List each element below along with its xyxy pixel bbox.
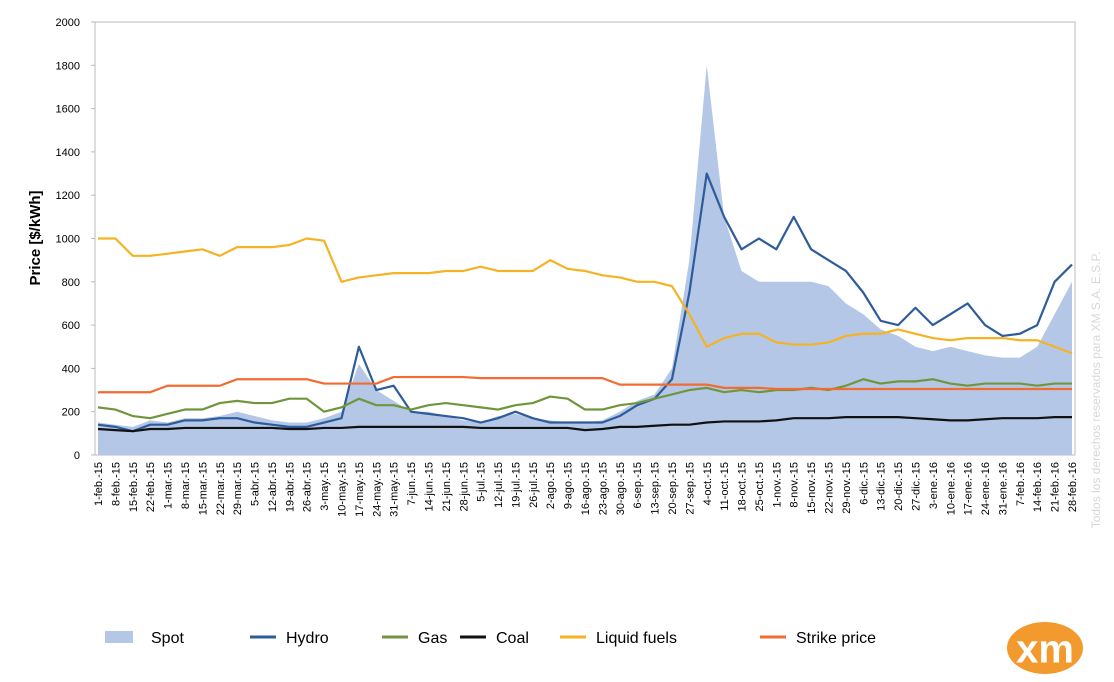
legend-label: Hydro	[286, 630, 329, 647]
x-tick-label: 15-feb.-15	[128, 462, 140, 512]
x-tick-label: 15-mar.-15	[197, 462, 209, 515]
x-tick-label: 15-nov.-15	[806, 462, 818, 514]
legend-swatch	[105, 631, 133, 643]
x-tick-label: 22-feb.-15	[145, 462, 157, 512]
line	[98, 375, 1072, 394]
x-tick-label: 27-sep.-15	[684, 462, 696, 515]
x-tick-label: 28-feb.-16	[1067, 462, 1079, 512]
x-tick-label: 29-mar.-15	[232, 462, 244, 515]
x-tick-label: 17-ene.-16	[963, 462, 975, 515]
x-tick-label: 3-ene.-16	[928, 462, 940, 509]
x-tick-label: 14-feb.-16	[1032, 462, 1044, 512]
watermark: Todos los derechos reservados para XM S.…	[1089, 252, 1103, 529]
x-tick-label: 6-dic.-15	[858, 462, 870, 505]
x-tick-label: 12-abr.-15	[267, 462, 279, 512]
x-tick-label: 2-ago.-15	[545, 462, 557, 509]
x-tick-label: 1-mar.-15	[163, 462, 175, 509]
x-tick-label: 24-ene.-16	[980, 462, 992, 515]
y-tick-label: 800	[62, 277, 80, 289]
line	[98, 237, 1073, 355]
line	[97, 378, 1072, 420]
y-tick-label: 1400	[56, 147, 80, 159]
legend-label: Gas	[418, 630, 447, 647]
x-tick-label: 6-sep.-15	[632, 462, 644, 508]
y-tick-label: 0	[74, 450, 80, 462]
x-tick-label: 11-oct.-15	[719, 462, 731, 511]
x-tick-label: 13-dic.-15	[876, 462, 888, 511]
x-tick-label: 12-jul.-15	[493, 462, 505, 508]
x-tick-label: 18-oct.-15	[737, 462, 749, 512]
x-tick-label: 5-abr.-15	[250, 462, 262, 506]
x-tick-label: 17-may.-15	[354, 462, 366, 517]
x-tick-label: 5-jul.-15	[476, 462, 488, 502]
x-tick-label: 31-may.-15	[389, 462, 401, 517]
x-tick-label: 10-ene.-16	[945, 462, 957, 515]
x-tick-label: 30-ago.-15	[615, 462, 627, 515]
x-tick-label: 7-jun.-15	[406, 462, 418, 505]
x-tick-label: 20-dic.-15	[893, 462, 905, 511]
x-tick-label: 13-sep.-15	[650, 462, 662, 515]
line	[97, 172, 1073, 433]
x-tick-label: 8-feb.-15	[110, 462, 122, 506]
logo-shape	[1007, 622, 1083, 674]
x-tick-label: 8-mar.-15	[180, 462, 192, 509]
y-tick-label: 1200	[56, 190, 80, 202]
legend-label: Liquid fuels	[596, 630, 677, 647]
y-tick-label: 200	[62, 407, 80, 419]
x-tick-label: 26-jul.-15	[528, 462, 540, 508]
legend-label: Coal	[496, 630, 529, 647]
x-tick-label: 19-jul.-15	[510, 462, 522, 508]
y-tick-label: 1000	[56, 234, 80, 246]
area	[98, 65, 1072, 456]
line	[97, 416, 1072, 433]
x-tick-label: 21-feb.-16	[1050, 462, 1062, 512]
x-tick-label: 23-ago.-15	[597, 462, 609, 515]
x-tick-label: 19-abr.-15	[284, 462, 296, 512]
y-tick-label: 1800	[56, 60, 80, 72]
y-tick-label: 400	[62, 363, 80, 375]
legend-label: Spot	[151, 630, 184, 647]
x-tick-label: 26-abr.-15	[302, 462, 314, 512]
x-tick-label: 21-jun.-15	[441, 462, 453, 512]
x-tick-label: 27-dic.-15	[910, 462, 922, 511]
x-tick-label: 25-oct.-15	[754, 462, 766, 512]
x-tick-label: 1-feb.-15	[93, 462, 105, 506]
x-tick-label: 4-oct.-15	[702, 462, 714, 505]
x-tick-label: 3-may.-15	[319, 462, 331, 511]
legend-label: Strike price	[796, 630, 876, 647]
y-axis-label: Price [$/kWh]	[27, 190, 44, 285]
x-tick-label: 1-nov.-15	[771, 462, 783, 508]
x-tick-label: 7-feb.-16	[1015, 462, 1027, 506]
y-tick-label: 600	[62, 320, 80, 332]
x-tick-label: 29-nov.-15	[841, 462, 853, 514]
x-tick-label: 22-nov.-15	[824, 462, 836, 514]
x-tick-label: 10-may.-15	[337, 462, 349, 517]
logo: xm	[1016, 628, 1074, 672]
x-tick-label: 22-mar.-15	[215, 462, 227, 515]
x-tick-label: 20-sep.-15	[667, 462, 679, 515]
x-tick-label: 24-may.-15	[371, 462, 383, 517]
x-tick-label: 14-jun.-15	[423, 462, 435, 512]
x-tick-label: 16-ago.-15	[580, 462, 592, 515]
y-tick-label: 2000	[56, 17, 80, 29]
x-tick-label: 31-ene.-16	[997, 462, 1009, 515]
x-tick-label: 8-nov.-15	[789, 462, 801, 508]
x-tick-label: 28-jun.-15	[458, 462, 470, 512]
y-tick-label: 1600	[56, 104, 80, 116]
x-tick-label: 9-ago.-15	[563, 462, 575, 509]
